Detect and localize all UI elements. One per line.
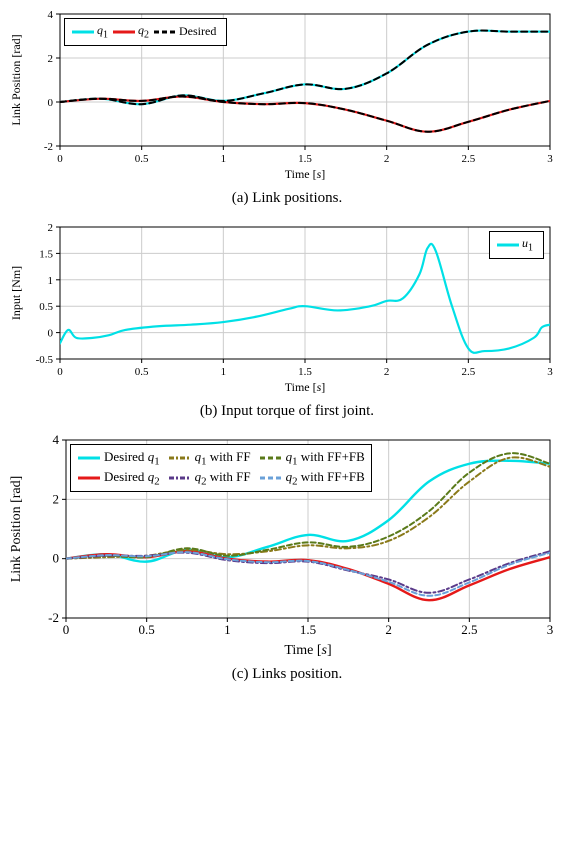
chart-b: 00.511.522.53-0.500.511.52Time [s]Input … bbox=[4, 217, 562, 397]
svg-text:2: 2 bbox=[384, 153, 390, 165]
chart-a: 0 0.5 1 1.5 2 2.5 3 -2 0 2 4 Time [s] Link Position … bbox=[4, 4, 562, 184]
svg-text:0: 0 bbox=[48, 97, 54, 109]
svg-text:1: 1 bbox=[221, 366, 227, 378]
panel-b: 00.511.522.53-0.500.511.52Time [s]Input … bbox=[4, 217, 570, 420]
svg-text:Input [Nm]: Input [Nm] bbox=[9, 266, 23, 320]
svg-text:2.5: 2.5 bbox=[461, 366, 475, 378]
svg-text:3: 3 bbox=[547, 153, 553, 165]
panel-c: 0 0.5 1 1.5 2 2.5 3 -2 0 2 4 Time [s] Link Position … bbox=[4, 430, 570, 683]
svg-text:0: 0 bbox=[53, 551, 60, 566]
svg-text:Link Position [rad]: Link Position [rad] bbox=[9, 476, 24, 583]
caption-c: (c) Links position. bbox=[4, 666, 570, 683]
svg-text:Link Position [rad]: Link Position [rad] bbox=[9, 34, 23, 125]
svg-text:2.5: 2.5 bbox=[461, 153, 475, 165]
svg-text:2: 2 bbox=[384, 366, 390, 378]
svg-text:0.5: 0.5 bbox=[39, 301, 53, 313]
svg-text:2: 2 bbox=[48, 222, 54, 234]
svg-text:1.5: 1.5 bbox=[300, 622, 316, 637]
svg-text:0.5: 0.5 bbox=[139, 622, 155, 637]
svg-text:2: 2 bbox=[385, 622, 392, 637]
svg-text:1.5: 1.5 bbox=[39, 248, 53, 260]
svg-text:1: 1 bbox=[48, 275, 54, 287]
svg-text:1.5: 1.5 bbox=[298, 153, 312, 165]
svg-text:-2: -2 bbox=[48, 610, 59, 625]
svg-text:0: 0 bbox=[48, 328, 54, 340]
svg-text:Time [s]: Time [s] bbox=[284, 643, 331, 658]
svg-text:0.5: 0.5 bbox=[135, 153, 149, 165]
svg-text:3: 3 bbox=[547, 366, 553, 378]
svg-text:3: 3 bbox=[547, 622, 554, 637]
svg-text:1: 1 bbox=[221, 153, 227, 165]
svg-text:0: 0 bbox=[57, 366, 63, 378]
svg-text:2: 2 bbox=[53, 491, 60, 506]
svg-text:0.5: 0.5 bbox=[135, 366, 149, 378]
svg-text:-0.5: -0.5 bbox=[36, 354, 54, 366]
svg-text:2: 2 bbox=[48, 53, 54, 65]
caption-a: (a) Link positions. bbox=[4, 190, 570, 207]
svg-text:4: 4 bbox=[48, 9, 54, 21]
svg-text:2.5: 2.5 bbox=[461, 622, 477, 637]
panel-a: 0 0.5 1 1.5 2 2.5 3 -2 0 2 4 Time [s] Link Position … bbox=[4, 4, 570, 207]
svg-text:4: 4 bbox=[53, 432, 60, 447]
svg-text:-2: -2 bbox=[44, 141, 53, 153]
svg-text:1.5: 1.5 bbox=[298, 366, 312, 378]
svg-text:Time [s]: Time [s] bbox=[285, 167, 326, 181]
svg-text:1: 1 bbox=[224, 622, 231, 637]
svg-text:0: 0 bbox=[57, 153, 63, 165]
caption-b: (b) Input torque of first joint. bbox=[4, 403, 570, 420]
svg-text:0: 0 bbox=[63, 622, 70, 637]
svg-text:Time [s]: Time [s] bbox=[285, 380, 326, 394]
chart-c: 0 0.5 1 1.5 2 2.5 3 -2 0 2 4 Time [s] Link Position … bbox=[4, 430, 562, 660]
